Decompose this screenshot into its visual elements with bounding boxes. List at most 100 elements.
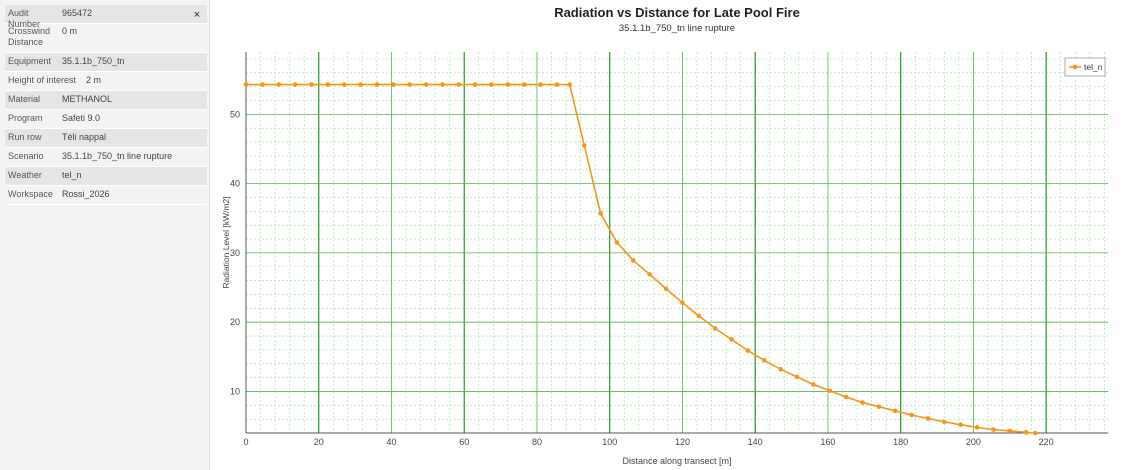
property-value: Safeti 9.0 [62, 113, 101, 123]
data-point [843, 394, 849, 400]
property-value: 35.1.1b_750_tn line rupture [62, 151, 173, 161]
x-tick-label: 220 [1039, 437, 1054, 447]
property-key: Height of interest [8, 75, 77, 85]
x-tick-label: 120 [675, 437, 690, 447]
data-point [876, 404, 882, 409]
properties-table: Audit Number 965472 Crosswind Distance 0 m E… [5, 5, 207, 205]
property-value: Rossi_2026 [62, 189, 110, 199]
property-row[interactable]: Height of interest 2 m [5, 72, 207, 91]
y-tick-label: 20 [230, 317, 240, 327]
legend-box [1064, 57, 1106, 77]
data-point [647, 272, 653, 277]
property-row[interactable]: Material METHANOL [5, 91, 207, 110]
y-tick-label: 40 [230, 179, 240, 189]
x-axis-title: Distance along transect [m] [622, 456, 731, 466]
property-key: Program [8, 113, 43, 123]
property-key: Crosswind Distance [8, 26, 51, 47]
data-point [778, 366, 783, 372]
data-point [243, 82, 249, 87]
data-point [374, 82, 380, 87]
property-row[interactable]: Audit Number 965472 [5, 5, 207, 29]
property-value: tel_n [62, 170, 82, 180]
property-row[interactable]: Program Safeti 9.0 [5, 110, 207, 129]
x-tick-label: 160 [820, 437, 835, 447]
x-tick-label: 200 [966, 437, 981, 447]
series-line [246, 83, 1036, 434]
data-point [538, 82, 543, 87]
data-point [554, 82, 560, 87]
y-tick-label: 50 [230, 109, 240, 119]
property-row[interactable]: Crosswind Distance 0 m [5, 24, 207, 53]
data-point [745, 348, 751, 353]
x-tick-label: 180 [893, 437, 908, 447]
property-value: 35.1.1b_750_tn [62, 56, 125, 66]
chart-subtitle: 35.1.1b_750_tn line rupture [619, 23, 735, 34]
plot-area [246, 52, 1108, 433]
data-point [958, 422, 963, 427]
x-tick-label: 20 [314, 437, 324, 447]
data-point [892, 408, 898, 414]
property-value: METHANOL [62, 94, 113, 104]
data-point [598, 211, 603, 216]
x-tick-label: 80 [532, 437, 542, 447]
property-key: Equipment [8, 56, 52, 66]
data-point [309, 82, 314, 87]
data-point [391, 82, 396, 87]
property-value: 0 m [62, 26, 78, 36]
data-point [696, 313, 702, 319]
x-tick-label: 0 [243, 437, 248, 447]
legend-label: tel_n [1084, 62, 1103, 72]
legend-marker [1072, 64, 1078, 70]
property-key: Workspace [8, 189, 53, 199]
data-point [1007, 428, 1013, 434]
data-point [942, 419, 947, 425]
data-point [521, 82, 527, 87]
data-point [472, 82, 478, 87]
data-point [358, 82, 363, 87]
data-point [925, 416, 931, 421]
chart-area: 0 20 40 60 80 100 120 140 160 180 200 220 10 20 30 40 50… [211, 0, 1126, 470]
radiation-chart: 0 20 40 60 80 100 120 140 160 180 200 220 10 20 30 40 50… [221, 5, 1108, 466]
y-axis-title: Radiation Level [kW/m2] [221, 196, 231, 288]
property-key: Material [8, 94, 41, 104]
data-point [614, 240, 620, 245]
property-key: Weather [8, 170, 42, 180]
data-point [260, 82, 265, 87]
y-tick-label: 30 [230, 248, 240, 258]
x-tick-label: 100 [602, 437, 617, 447]
property-key: Run row [8, 132, 42, 142]
data-point [325, 82, 331, 87]
property-row[interactable]: Workspace Rossi_2026 [5, 186, 207, 205]
property-row[interactable]: Run row Téli nappal [5, 129, 207, 148]
data-point [423, 82, 429, 87]
close-icon[interactable]: × [193, 9, 201, 21]
data-point [567, 82, 573, 87]
y-tick-label: 10 [230, 386, 240, 396]
property-value: Téli nappal [62, 132, 107, 142]
data-point [292, 82, 298, 87]
data-point [680, 300, 685, 306]
data-point [974, 425, 980, 430]
x-tick-label: 60 [459, 437, 469, 447]
properties-panel: Audit Number 965472 Crosswind Distance 0 m E… [0, 0, 210, 470]
data-point [712, 326, 718, 331]
data-point [1032, 430, 1038, 436]
data-point [909, 412, 914, 418]
chart-title: Radiation vs Distance for Late Pool Fire [554, 5, 800, 20]
data-point [761, 357, 767, 363]
data-point [456, 82, 462, 87]
data-point [440, 82, 445, 87]
data-point [827, 388, 833, 394]
data-point [276, 82, 282, 87]
property-row[interactable]: Weather tel_n [5, 167, 207, 186]
data-point [631, 258, 636, 263]
property-row[interactable]: Equipment 35.1.1b_750_tn [5, 53, 207, 72]
x-tick-label: 140 [748, 437, 763, 447]
data-point [991, 427, 996, 432]
data-point [1023, 430, 1029, 435]
property-row[interactable]: Scenario 35.1.1b_750_tn line rupture [5, 148, 207, 167]
property-key: Scenario [8, 151, 44, 161]
data-point [794, 374, 800, 380]
property-key: Audit Number [8, 8, 41, 29]
data-point [860, 400, 865, 405]
